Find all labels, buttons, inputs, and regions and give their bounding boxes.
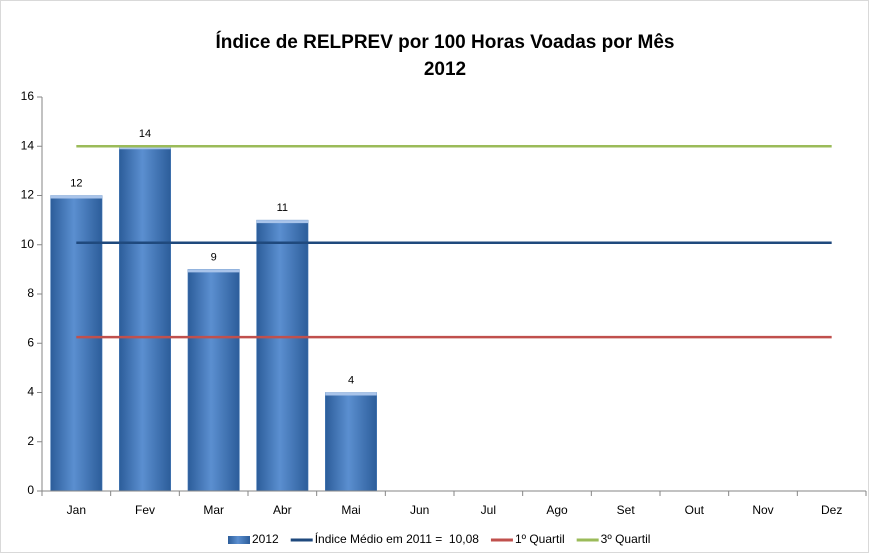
legend-swatch xyxy=(228,536,250,544)
bar-top xyxy=(256,220,309,224)
chart-title: Índice de RELPREV por 100 Horas Voadas p… xyxy=(216,31,675,53)
bar xyxy=(50,195,103,492)
bar-top xyxy=(325,392,377,396)
x-tick-label: Dez xyxy=(821,503,842,517)
y-tick-label: 10 xyxy=(21,237,35,251)
data-label: 14 xyxy=(139,128,151,140)
data-label: 9 xyxy=(211,251,217,263)
x-tick-label: Mai xyxy=(341,503,360,517)
chart-subtitle: 2012 xyxy=(424,59,466,80)
y-tick-label: 14 xyxy=(21,138,35,152)
x-tick-label: Abr xyxy=(273,503,292,517)
bar xyxy=(187,269,240,492)
x-tick-label: Nov xyxy=(752,503,773,517)
y-tick-label: 16 xyxy=(21,89,35,103)
x-tick-label: Set xyxy=(617,503,636,517)
x-tick-label: Fev xyxy=(135,503,155,517)
data-label: 11 xyxy=(277,202,288,214)
bar xyxy=(256,219,309,492)
bar xyxy=(325,392,377,492)
bar-top xyxy=(187,269,240,273)
x-tick-label: Jul xyxy=(481,503,496,517)
y-tick-label: 12 xyxy=(21,188,35,202)
x-tick-label: Ago xyxy=(546,503,568,517)
x-tick-label: Out xyxy=(685,503,705,517)
x-tick-label: Mar xyxy=(203,503,224,517)
bar-top xyxy=(119,146,171,150)
y-tick-label: 4 xyxy=(27,385,34,399)
legend-label: Índice Médio em 2011 = 10,08 xyxy=(315,531,480,546)
x-tick-label: Jun xyxy=(410,503,429,517)
y-tick-label: 6 xyxy=(27,335,34,349)
legend-label: 2012 xyxy=(252,532,279,546)
x-tick-label: Jan xyxy=(67,503,86,517)
legend-label: 1º Quartil xyxy=(515,532,565,546)
y-tick-label: 8 xyxy=(27,286,34,300)
y-tick-label: 0 xyxy=(27,483,34,497)
bar xyxy=(119,146,171,492)
y-tick-label: 2 xyxy=(27,434,34,448)
bar-top xyxy=(50,195,103,199)
data-label: 4 xyxy=(348,374,354,386)
legend-label: 3º Quartil xyxy=(601,532,651,546)
data-label: 12 xyxy=(70,177,82,189)
